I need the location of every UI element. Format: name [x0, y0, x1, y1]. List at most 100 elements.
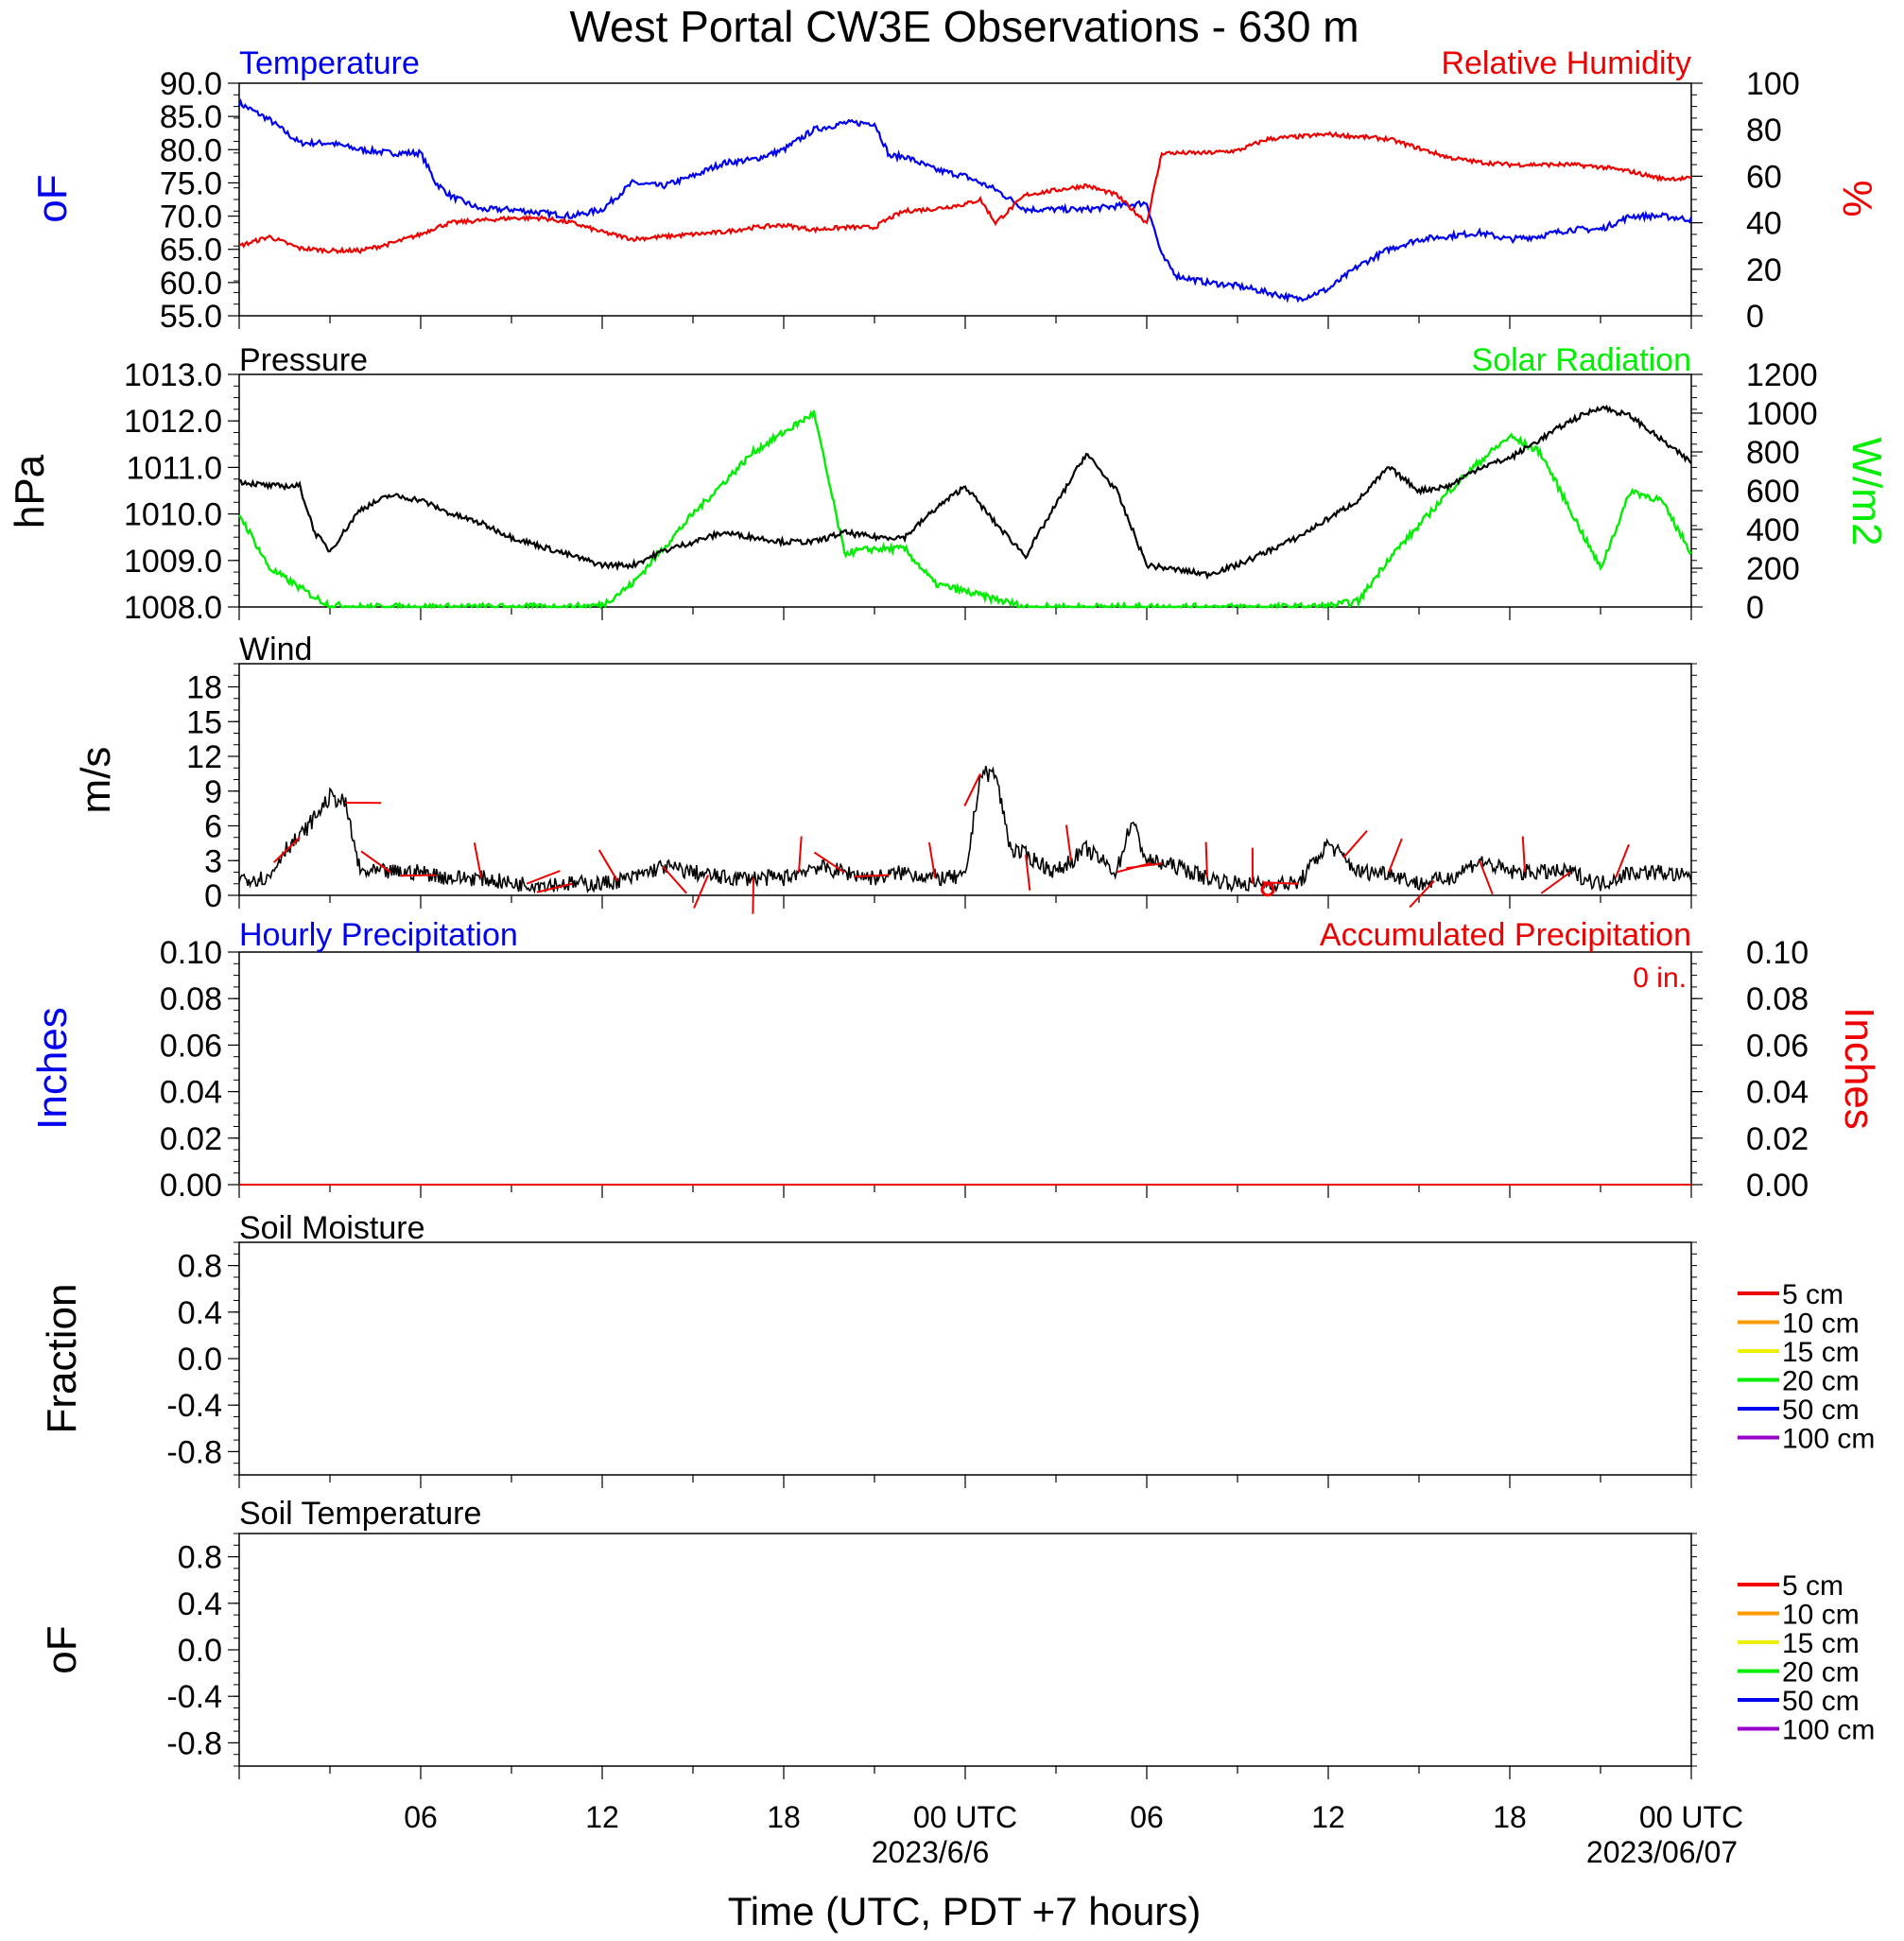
humidity-unit-label: % [1834, 180, 1880, 217]
precip-ytick-label-right: 0.10 [1746, 935, 1809, 971]
wind-barb [963, 772, 981, 806]
precip-ytick-label-left: 0.10 [160, 935, 222, 971]
pressure-solar-ytick-label-right: 1000 [1746, 396, 1818, 432]
soil-temp-ytick-label-left: 0.8 [178, 1540, 222, 1576]
wind-barb [1409, 880, 1435, 909]
temp-rh-ytick-label-left: 80.0 [160, 132, 222, 168]
wind-barb [1479, 859, 1494, 895]
temp-rh-ytick-label-right: 60 [1746, 159, 1782, 195]
wind-barb [798, 836, 803, 873]
soil-temp-legend-label: 20 cm [1782, 1657, 1860, 1689]
pressure-panel-title: Pressure [239, 342, 368, 378]
precip-ytick-label-right: 0.00 [1746, 1168, 1809, 1204]
soil-moisture-legend-label: 15 cm [1782, 1337, 1860, 1368]
wind-barb [1615, 843, 1630, 878]
wind-barb [1126, 862, 1163, 870]
accum-precip-panel-title: Accumulated Precipitation [1320, 917, 1691, 953]
solar-panel-title: Solar Radiation [1472, 342, 1691, 378]
wind-ytick-label-left: 18 [186, 670, 222, 706]
precip-ytick-label-left: 0.00 [160, 1168, 222, 1204]
x-tick-label: 12 [1311, 1800, 1345, 1834]
pressure-unit-label: hPa [7, 454, 53, 529]
pressure-solar-ytick-label-left: 1009.0 [124, 544, 222, 580]
temp-rh-ytick-label-right: 40 [1746, 206, 1782, 242]
wind-barb [662, 865, 687, 894]
soil-moisture-ytick-label-left: 0.4 [178, 1295, 222, 1331]
date-label-1: 2023/6/6 [872, 1835, 990, 1869]
temp-rh-ytick-label-right: 80 [1746, 113, 1782, 148]
wind-barb [536, 882, 573, 893]
soil-moisture-legend-label: 50 cm [1782, 1395, 1860, 1426]
x-tick-label: 00 UTC [1639, 1800, 1743, 1834]
hourly-precip-unit-label: Inches [29, 1007, 76, 1130]
pressure-solar-ytick-label-right: 600 [1746, 474, 1800, 510]
soil-temp-legend-label: 50 cm [1782, 1686, 1860, 1717]
accum-precip-unit-label: Inches [1836, 1007, 1882, 1130]
wind-barb [1388, 838, 1403, 873]
wind-barb [597, 849, 618, 882]
wind-speed-series-line [238, 765, 1692, 894]
precip-ytick-label-right: 0.02 [1746, 1121, 1809, 1157]
wind-panel-title: Wind [239, 632, 312, 667]
soil-temp-legend-label: 100 cm [1782, 1715, 1875, 1746]
pressure-solar-ytick-label-left: 1012.0 [124, 404, 222, 440]
temp-rh-ytick-label-right: 20 [1746, 252, 1782, 288]
pressure-solar-ytick-label-right: 800 [1746, 435, 1800, 471]
figure-title: West Portal CW3E Observations - 630 m [569, 2, 1359, 51]
precip-ytick-label-right: 0.06 [1746, 1028, 1809, 1064]
calm-wind-marker [1260, 882, 1275, 897]
wind-barb [1025, 855, 1031, 891]
soil-moisture-legend-label: 100 cm [1782, 1424, 1875, 1455]
soil-temp-unit-label: oF [39, 1625, 85, 1673]
temperature-series-line [237, 97, 1693, 303]
soil-temp-legend-label: 15 cm [1782, 1628, 1860, 1659]
precip-ytick-label-left: 0.02 [160, 1121, 222, 1157]
soil-moisture-ytick-label-left: -0.8 [166, 1434, 222, 1470]
precip-ytick-label-left: 0.06 [160, 1028, 222, 1064]
wind-ytick-label-left: 9 [204, 774, 222, 810]
temp-rh-ytick-label-left: 85.0 [160, 99, 222, 135]
precip-ytick-label-left: 0.08 [160, 981, 222, 1017]
pressure-solar-ytick-label-right: 0 [1746, 590, 1764, 626]
wind-ytick-label-left: 0 [204, 878, 222, 914]
wind-barb [273, 837, 301, 863]
temp-rh-ytick-label-left: 70.0 [160, 199, 222, 235]
temperature-panel-title: Temperature [239, 45, 420, 81]
soil-moisture-ytick-label-left: 0.8 [178, 1249, 222, 1285]
soil-moisture-legend-label: 5 cm [1782, 1279, 1843, 1310]
soil-moisture-ytick-label-left: 0.0 [178, 1342, 222, 1378]
soil-temp-ytick-label-left: -0.8 [166, 1725, 222, 1761]
pressure-solar-ytick-label-left: 1013.0 [124, 357, 222, 393]
wind-barb [1342, 829, 1368, 858]
x-tick-label: 18 [767, 1800, 801, 1834]
wind-barb [1204, 841, 1208, 878]
temp-rh-ytick-label-left: 55.0 [160, 299, 222, 335]
temp-rh-ytick-label-left: 65.0 [160, 233, 222, 269]
temp-rh-ytick-label-left: 90.0 [160, 66, 222, 102]
x-tick-label: 06 [1130, 1800, 1164, 1834]
temp-rh-ytick-label-right: 0 [1746, 299, 1764, 335]
wind-barb [1540, 871, 1571, 894]
wind-barb [360, 850, 391, 874]
soil-moisture-unit-label: Fraction [39, 1284, 85, 1434]
humidity-series-line [238, 130, 1692, 255]
soil-temp-ytick-label-left: 0.4 [178, 1586, 222, 1622]
wind-barb [473, 842, 482, 878]
soil-moisture-legend-label: 20 cm [1782, 1366, 1860, 1397]
wind-barb [1521, 836, 1526, 873]
hourly-precip-panel-title: Hourly Precipitation [239, 917, 518, 953]
accum-precip-total: 0 in. [1633, 962, 1687, 994]
wind-ytick-label-left: 12 [186, 739, 222, 775]
temp-rh-ytick-label-right: 100 [1746, 66, 1800, 102]
soil-temp-legend-label: 5 cm [1782, 1570, 1843, 1602]
wind-barb [693, 875, 709, 909]
humidity-panel-title: Relative Humidity [1441, 45, 1691, 81]
soil-moisture-ytick-label-left: -0.4 [166, 1388, 222, 1424]
temperature-unit-label: oF [29, 174, 76, 222]
solar-series-line [237, 409, 1692, 611]
pressure-solar-ytick-label-left: 1010.0 [124, 497, 222, 533]
pressure-series-line [238, 404, 1692, 581]
wind-unit-label: m/s [73, 747, 119, 814]
pressure-solar-ytick-label-right: 400 [1746, 512, 1800, 548]
